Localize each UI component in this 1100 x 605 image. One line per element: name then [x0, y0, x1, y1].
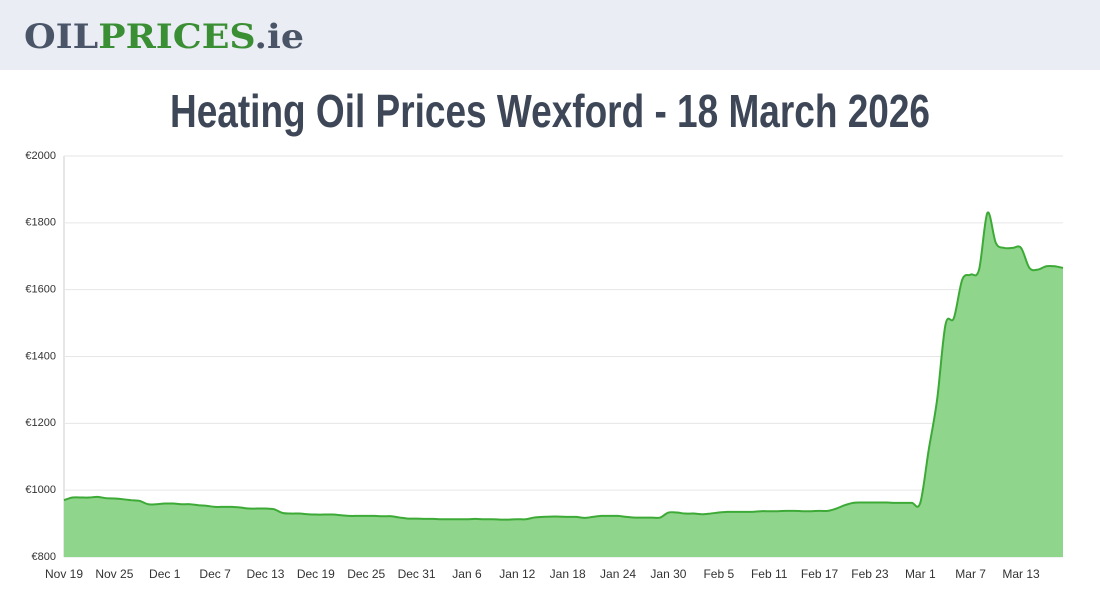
x-tick-label: Nov 19 [45, 567, 83, 581]
y-tick-label: €2000 [25, 150, 56, 162]
x-tick-label: Jan 30 [650, 567, 686, 581]
area [64, 212, 1063, 557]
x-tick-label: Feb 5 [703, 567, 734, 581]
y-tick-label: €1600 [25, 284, 56, 296]
y-tick-label: €1200 [25, 417, 56, 429]
x-tick-label: Jan 18 [550, 567, 586, 581]
x-tick-label: Jan 24 [600, 567, 636, 581]
x-tick-label: Dec 31 [398, 567, 436, 581]
x-tick-label: Jan 12 [499, 567, 535, 581]
x-tick-label: Nov 25 [95, 567, 133, 581]
line [63, 211, 1064, 521]
x-tick-label: Dec 19 [297, 567, 335, 581]
logo-part: .ie [254, 17, 304, 57]
header-bar [0, 0, 1100, 70]
x-tick-label: Feb 11 [751, 567, 788, 581]
x-tick-label: Feb 17 [801, 567, 839, 581]
y-tick-label: €800 [32, 551, 56, 563]
x-tick-label: Mar 13 [1002, 567, 1040, 581]
x-tick-label: Mar 7 [955, 567, 986, 581]
x-tick-label: Mar 1 [905, 567, 936, 581]
y-tick-label: €1800 [25, 217, 56, 229]
x-tick-label: Feb 23 [851, 567, 889, 581]
logo-part: OIL [24, 17, 98, 57]
x-tick-label: Dec 1 [149, 567, 181, 581]
chart-title: Heating Oil Prices Wexford - 18 March 20… [170, 85, 930, 137]
x-tick-label: Dec 7 [199, 567, 231, 581]
x-tick-label: Jan 6 [452, 567, 482, 581]
x-tick-label: Dec 25 [347, 567, 385, 581]
logo-part: PRICES [98, 17, 254, 57]
y-tick-label: €1400 [25, 350, 56, 362]
x-tick-label: Dec 13 [246, 567, 284, 581]
y-tick-label: €1000 [25, 484, 56, 496]
logo[interactable]: OIL PRICES .ie [24, 17, 304, 57]
